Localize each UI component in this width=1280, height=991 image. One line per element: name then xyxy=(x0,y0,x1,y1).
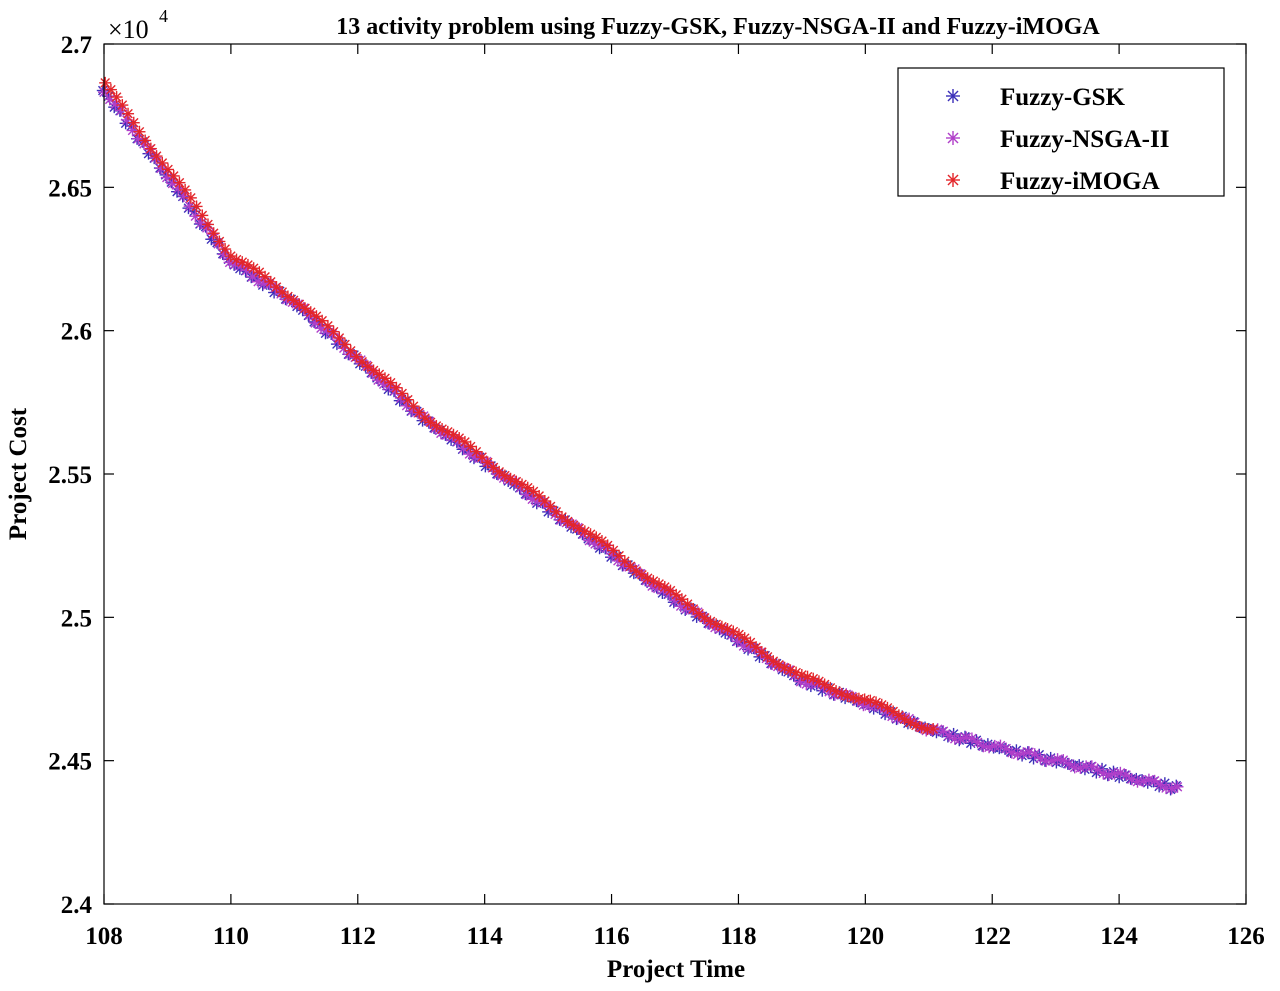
data-point xyxy=(104,83,117,96)
data-point xyxy=(761,650,774,663)
x-axis-ticks: 108 110 112 114 116 118 120 122 124 126 xyxy=(85,44,1265,950)
data-point xyxy=(954,732,967,745)
data-point xyxy=(207,227,220,240)
y-tick-label: 2.7 xyxy=(61,32,92,59)
data-point xyxy=(327,325,340,338)
data-point xyxy=(430,419,443,432)
x-tick-label: 124 xyxy=(1100,923,1138,950)
y-tick-label: 2.65 xyxy=(48,175,92,202)
data-point xyxy=(236,256,249,269)
legend-label: Fuzzy-NSGA-II xyxy=(1000,126,1169,153)
y-tick-label: 2.55 xyxy=(48,462,92,489)
x-tick-label: 112 xyxy=(340,923,376,950)
x-tick-label: 118 xyxy=(720,923,756,950)
data-point xyxy=(687,602,700,615)
chart-title: 13 activity problem using Fuzzy-GSK, Fuz… xyxy=(336,14,1100,40)
data-point xyxy=(201,218,214,231)
data-point xyxy=(219,243,232,256)
y-multiplier-base: ×10 xyxy=(108,15,149,44)
data-point xyxy=(122,107,135,120)
data-point xyxy=(824,681,837,694)
data-point xyxy=(1102,768,1115,781)
data-point xyxy=(99,76,112,89)
data-point xyxy=(196,209,209,222)
data-point xyxy=(167,169,180,182)
data-point xyxy=(1023,746,1036,759)
data-point xyxy=(179,183,192,196)
y-tick-label: 2.6 xyxy=(61,319,92,346)
data-point xyxy=(252,275,265,288)
data-point xyxy=(253,266,266,279)
data-point xyxy=(635,568,648,581)
data-point xyxy=(487,461,500,474)
data-point xyxy=(166,177,179,190)
data-point xyxy=(544,500,557,513)
data-point xyxy=(139,134,152,147)
x-tick-label: 114 xyxy=(467,923,504,950)
data-point xyxy=(144,142,157,155)
legend: Fuzzy-GSK Fuzzy-NSGA-II Fuzzy-iMOGA xyxy=(897,67,1225,197)
data-point xyxy=(556,510,568,523)
data-point xyxy=(521,481,534,494)
data-point xyxy=(110,91,123,104)
data-point xyxy=(1028,748,1041,761)
data-point xyxy=(350,350,363,363)
x-axis-label: Project Time xyxy=(607,956,745,983)
data-point xyxy=(320,324,333,337)
data-point xyxy=(864,694,877,707)
data-point xyxy=(150,150,163,163)
data-point xyxy=(127,116,140,129)
y-tick-label: 2.5 xyxy=(61,605,92,632)
y-tick-label: 2.45 xyxy=(48,749,92,776)
data-point xyxy=(755,646,768,659)
data-point xyxy=(407,400,420,413)
data-point xyxy=(173,176,186,189)
data-point xyxy=(937,725,950,738)
data-point xyxy=(881,701,894,714)
data-point xyxy=(299,302,312,315)
data-point xyxy=(276,286,289,299)
data-point xyxy=(795,668,808,681)
data-point xyxy=(994,739,1007,752)
data-point xyxy=(126,124,139,137)
y-tick-label: 2.4 xyxy=(61,892,93,919)
y-axis-multiplier: ×10 4 xyxy=(108,6,168,44)
data-point xyxy=(116,99,129,112)
y-axis-ticks: 2.4 2.45 2.5 2.55 2.6 2.65 2.7 xyxy=(48,32,1246,919)
data-point xyxy=(1171,780,1184,793)
data-point xyxy=(698,611,711,624)
scatter-marks xyxy=(96,76,1184,796)
data-point xyxy=(190,200,203,213)
data-point xyxy=(504,472,517,485)
data-point xyxy=(333,331,346,344)
legend-label: Fuzzy-iMOGA xyxy=(1000,168,1160,195)
legend-marker xyxy=(946,89,960,103)
y-axis-label: Project Cost xyxy=(5,407,32,540)
legend-label: Fuzzy-GSK xyxy=(1000,84,1126,111)
data-point xyxy=(887,705,900,718)
data-point xyxy=(264,275,277,288)
x-tick-label: 122 xyxy=(973,923,1011,950)
y-multiplier-exponent: 4 xyxy=(159,6,168,26)
legend-marker xyxy=(946,173,960,187)
data-point xyxy=(184,191,197,204)
data-point xyxy=(339,338,352,351)
x-tick-label: 108 xyxy=(85,923,123,950)
data-point xyxy=(927,722,940,735)
x-tick-label: 110 xyxy=(213,923,249,950)
data-point xyxy=(133,125,146,138)
data-point xyxy=(213,235,226,248)
data-point xyxy=(1045,754,1058,767)
series-fuzzy-imoga xyxy=(99,76,940,736)
data-point xyxy=(875,698,888,711)
data-point xyxy=(384,376,397,389)
x-tick-label: 126 xyxy=(1227,923,1265,950)
data-point xyxy=(670,588,683,601)
data-point xyxy=(971,736,984,749)
data-point xyxy=(630,564,643,577)
x-tick-label: 120 xyxy=(847,923,885,950)
x-tick-label: 116 xyxy=(593,923,629,950)
legend-marker xyxy=(946,131,960,145)
